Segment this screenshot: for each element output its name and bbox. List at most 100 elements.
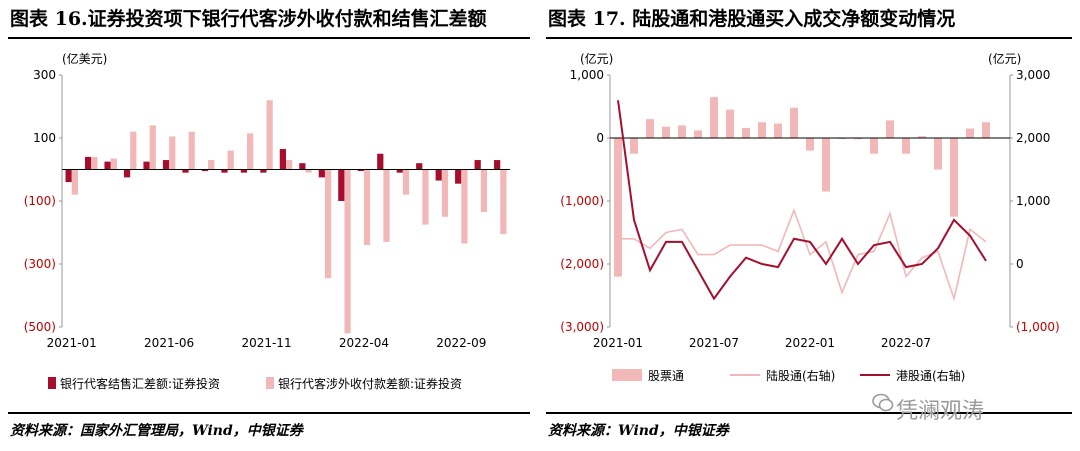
chart2-bar-11 (790, 107, 798, 138)
chart1-bar-s1-15 (363, 169, 371, 246)
wechat-icon (872, 393, 894, 412)
chart2-bar-22 (966, 128, 974, 138)
chart2-bar-7 (726, 109, 734, 138)
chart2-bar-2 (646, 119, 654, 138)
chart1-xtick-label: 2021-11 (241, 336, 291, 350)
chart1-xtick-label: 2022-09 (436, 336, 486, 350)
chart1-bar-s0-11 (279, 149, 286, 170)
chart1-xtick-label: 2021-01 (47, 336, 97, 350)
chart1-legend-label-1: 银行代客涉外收付款差额:证券投资 (278, 376, 462, 391)
chart2-bar-21 (950, 138, 958, 217)
chart1-legend-swatch-1 (266, 377, 274, 389)
chart1-bar-s1-2 (110, 158, 117, 170)
chart2-bar-10 (774, 123, 782, 138)
title-rule-left (8, 37, 530, 39)
chart1-bar-s1-6 (188, 131, 195, 170)
chart1-bar-s1-11 (286, 160, 293, 170)
chart2-ytick-left-label: (1,000) (560, 194, 604, 208)
chart2-plot: (亿元) (亿元) 1,000 0 (1,000) (2,000) (3,000) 3,000… (560, 51, 1060, 383)
chart2-bar-23 (982, 122, 990, 138)
chart2-bar-3 (662, 126, 670, 138)
chart1-bar-s0-9 (240, 169, 248, 173)
chart1-bar-s0-10 (260, 169, 267, 173)
chart1-bar-s0-1 (84, 156, 92, 170)
chart1-bar-s0-3 (123, 169, 131, 178)
chart1-bar-s1-22 (500, 169, 507, 235)
chart1-bar-s1-18 (422, 169, 429, 225)
chart1-bar-s0-2 (104, 161, 111, 170)
chart1-legend-label-0: 银行代客结售汇差额:证券投资 (60, 376, 220, 391)
chart2-bar-18 (902, 138, 910, 154)
chart1-bar-s0-17 (396, 169, 403, 173)
chart2-bar-6 (710, 97, 718, 138)
chart2-ytick-left-label: (2,000) (560, 257, 604, 271)
chart1-bar-s0-19 (435, 169, 442, 181)
chart1-ytick-label: (500) (24, 320, 56, 334)
chart1-bar-s0-8 (221, 169, 228, 173)
chart2-bar-13 (822, 138, 830, 192)
title-rule-right (546, 37, 1072, 39)
chart1-source: 资料来源：国家外汇管理局，Wind，中银证券 (10, 423, 303, 439)
chart1-bar-s0-15 (357, 169, 364, 172)
chart2-ytick-right-label: (1,000) (1016, 320, 1060, 334)
chart1-bar-s1-9 (247, 133, 254, 170)
chart2-bar-15 (854, 138, 862, 140)
chart1-bar-s1-10 (266, 100, 273, 170)
chart2-title: 图表 17. 陆股通和港股通买入成交净额变动情况 (548, 8, 956, 30)
chart1-bar-s0-6 (182, 169, 189, 173)
chart2-bar-9 (758, 122, 766, 138)
chart1-ytick-label: 300 (33, 68, 56, 82)
chart2-bar-5 (694, 130, 702, 138)
chart2-legend-label-0: 股票通 (648, 369, 684, 383)
chart1-bar-s0-5 (162, 160, 170, 170)
chart2-legend-swatch-0 (612, 369, 642, 381)
chart1-bar-s1-13 (324, 169, 332, 279)
chart2-xtick-label: 2022-07 (881, 336, 931, 350)
chart2-ytick-right-label: 3,000 (1016, 68, 1050, 82)
chart2-source: 资料来源：Wind，中银证券 (548, 423, 729, 439)
chart1-bar-s0-21 (474, 160, 481, 170)
chart2-xtick-label: 2021-01 (593, 336, 643, 350)
chart1-bar-s0-16 (377, 153, 384, 170)
chart1-xtick-label: 2022-04 (339, 336, 389, 350)
chart1-ytick-label: (300) (24, 257, 56, 271)
chart1-bar-s0-18 (416, 163, 423, 170)
chart1-bar-s1-3 (130, 131, 137, 170)
chart2-unit-label-left: (亿元) (580, 51, 613, 66)
chart1-bar-s1-4 (149, 125, 156, 170)
chart1-bar-s1-12 (305, 169, 312, 173)
chart1-plot: (亿美元) 300 100 (100) (300) (500) 2021-01 2021-06… (24, 51, 510, 391)
chart2-xtick-label: 2022-01 (785, 336, 835, 350)
chart2-bar-4 (678, 125, 686, 138)
chart1-title: 图表 16.证券投资项下银行代客涉外收付款和结售汇差额 (10, 8, 487, 30)
chart2-bar-17 (886, 120, 894, 138)
source-rule-right (546, 412, 1072, 414)
chart1-bar-s1-7 (208, 160, 215, 170)
chart2-ytick-right-label: 2,000 (1016, 131, 1050, 145)
chart1-bar-s0-22 (494, 160, 501, 170)
chart2-bar-19 (918, 136, 926, 138)
chart1-bar-s0-14 (338, 169, 345, 201)
chart2-line-0 (618, 208, 987, 302)
chart1-bar-s1-16 (383, 169, 390, 242)
chart1-unit-label: (亿美元) (62, 51, 107, 66)
chart2-legend-label-2: 港股通(右轴) (896, 368, 965, 383)
chart1-bar-s1-0 (71, 169, 78, 195)
chart1-bar-s0-13 (318, 169, 325, 178)
chart2-bar-12 (806, 138, 814, 151)
chart2-bar-0 (614, 138, 622, 277)
chart2-bar-20 (934, 138, 942, 170)
chart1-bar-s1-21 (480, 169, 488, 213)
chart2-ytick-right-label: 0 (1016, 257, 1024, 271)
chart1-bar-s0-0 (65, 169, 72, 183)
chart2-bar-16 (870, 138, 878, 154)
chart2-ytick-left-label: (3,000) (560, 320, 604, 334)
chart2-line-1 (617, 100, 987, 301)
chart1-bar-s1-1 (91, 156, 98, 170)
chart1-bar-s1-19 (441, 169, 449, 217)
chart2-ytick-left-label: 1,000 (570, 68, 604, 82)
chart2-legend-label-1: 陆股通(右轴) (766, 368, 835, 383)
chart2-ytick-right-label: 1,000 (1016, 194, 1050, 208)
chart2-xtick-label: 2021-07 (689, 336, 739, 350)
chart2-bar-8 (742, 127, 750, 138)
